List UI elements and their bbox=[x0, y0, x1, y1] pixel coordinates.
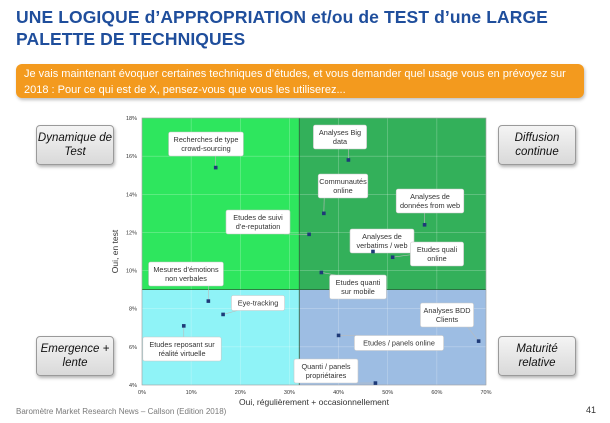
point-label: Etudes reposant sur bbox=[149, 340, 215, 349]
x-tick-label: 10% bbox=[186, 390, 197, 396]
point-label: verbatims / web bbox=[356, 241, 407, 250]
point-label: Communautés bbox=[319, 177, 367, 186]
x-tick-label: 70% bbox=[480, 390, 491, 396]
x-tick-label: 40% bbox=[333, 390, 344, 396]
callout-box bbox=[354, 335, 444, 351]
point-label: Analyses de bbox=[362, 232, 402, 241]
point-label: réalité virtuelle bbox=[158, 349, 205, 358]
callout-box bbox=[395, 188, 465, 214]
callout-leader bbox=[223, 310, 238, 315]
data-point bbox=[346, 158, 351, 162]
callout-box bbox=[293, 358, 359, 384]
data-point bbox=[373, 381, 378, 385]
question-banner: Je vais maintenant évoquer certaines tec… bbox=[16, 64, 584, 98]
x-tick-label: 20% bbox=[235, 390, 246, 396]
data-point bbox=[322, 211, 326, 216]
point-label: Etudes de suivi bbox=[233, 213, 283, 222]
x-axis-label: Oui, régulièrement + occasionnellement bbox=[239, 397, 390, 407]
data-point bbox=[336, 333, 341, 338]
quadrant-label-top-right: Diffusion continue bbox=[498, 125, 576, 165]
y-tick-label: 4% bbox=[129, 383, 137, 389]
callout-box bbox=[329, 274, 387, 300]
point-label: Mesures d’émotions bbox=[153, 265, 219, 274]
data-point bbox=[390, 255, 395, 260]
point-label: non verbales bbox=[165, 274, 207, 283]
callout-box bbox=[231, 295, 285, 311]
point-label: Etudes quanti bbox=[336, 278, 381, 287]
callout-leader bbox=[321, 272, 336, 276]
callout-box bbox=[349, 228, 415, 254]
point-label: données from web bbox=[400, 201, 460, 210]
y-tick-label: 16% bbox=[126, 154, 137, 160]
callout-box bbox=[317, 173, 369, 199]
callout-leader bbox=[467, 326, 479, 342]
point-label: Eye-tracking bbox=[238, 299, 279, 308]
y-tick-label: 12% bbox=[126, 230, 137, 236]
x-tick-label: 30% bbox=[284, 390, 295, 396]
page-title: UNE LOGIQUE d’APPROPRIATION et/ou de TES… bbox=[16, 7, 548, 49]
data-point bbox=[213, 165, 218, 170]
x-tick-label: 60% bbox=[431, 390, 442, 396]
point-label: d’e-reputation bbox=[236, 222, 281, 231]
callout-box bbox=[142, 336, 222, 362]
point-label: Analyses de bbox=[410, 192, 450, 201]
callout-box bbox=[420, 302, 474, 328]
point-label: Analyses Big bbox=[319, 128, 361, 137]
y-tick-label: 18% bbox=[126, 116, 137, 122]
point-label: Clients bbox=[436, 315, 459, 324]
point-label: Quanti / panels bbox=[301, 362, 350, 371]
data-point bbox=[221, 312, 225, 317]
point-label: Etudes / panels online bbox=[363, 339, 435, 348]
data-point bbox=[371, 249, 375, 254]
data-point bbox=[307, 232, 311, 237]
footer-source: Baromètre Market Research News – Callson… bbox=[16, 407, 227, 416]
x-tick-label: 50% bbox=[382, 390, 393, 396]
callout-box bbox=[313, 124, 367, 150]
point-label: online bbox=[333, 186, 352, 195]
page-number: 41 bbox=[586, 405, 597, 415]
point-label: Analyses BDD bbox=[423, 306, 470, 315]
data-point bbox=[476, 339, 481, 343]
y-axis-label: Oui, en test bbox=[110, 229, 120, 273]
point-label: crowd-sourcing bbox=[181, 144, 230, 153]
quadrant-label-bottom-right: Maturité relative bbox=[498, 336, 576, 376]
y-tick-label: 10% bbox=[126, 269, 137, 275]
point-label: sur mobile bbox=[341, 287, 375, 296]
callout-box bbox=[410, 241, 464, 267]
point-label: Recherches de type bbox=[174, 135, 239, 144]
y-tick-label: 6% bbox=[129, 345, 137, 351]
point-label: online bbox=[427, 254, 446, 263]
quadrant-label-top-left: Dynamique de Test bbox=[36, 125, 114, 165]
data-point bbox=[319, 270, 324, 275]
callout-box bbox=[148, 261, 224, 287]
callout-box bbox=[225, 209, 291, 235]
callout-box bbox=[168, 131, 244, 157]
plot-frame bbox=[141, 117, 487, 386]
y-tick-label: 14% bbox=[126, 192, 137, 198]
data-point bbox=[422, 223, 427, 227]
data-point bbox=[181, 324, 186, 328]
data-point bbox=[206, 299, 211, 303]
point-label: data bbox=[333, 137, 348, 146]
y-tick-label: 8% bbox=[129, 307, 137, 313]
x-tick-label: 0% bbox=[138, 390, 146, 396]
point-label: propriétaires bbox=[306, 371, 347, 380]
quadrant-label-bottom-left: Emergence + lente bbox=[36, 336, 114, 376]
point-label: Etudes quali bbox=[417, 245, 458, 254]
